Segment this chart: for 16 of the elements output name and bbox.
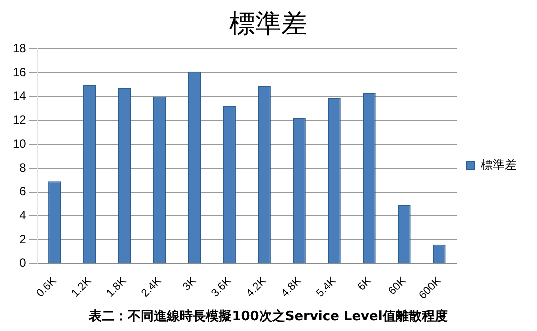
y-tick-label: 16 [12, 65, 27, 80]
y-tick-label: 14 [12, 89, 27, 104]
y-tick-label: 12 [12, 113, 27, 128]
x-tick-label: 3K [180, 274, 200, 294]
legend-label: 標準差 [481, 158, 517, 172]
y-tick-label: 8 [20, 160, 27, 175]
y-tick-label: 6 [20, 184, 27, 199]
x-tick-label: 60K [386, 274, 410, 298]
chart-title: 標準差 [230, 9, 308, 40]
x-tick-label: 6K [356, 274, 374, 294]
text: 表二：不同進線時長模擬100次之Service Level值離散程度 [88, 308, 448, 325]
y-tick-label: 10 [12, 136, 27, 151]
y-tick-label: 2 [20, 232, 27, 246]
y-tick-label: 4 [20, 208, 27, 222]
y-tick-label: 0 [20, 256, 27, 270]
y-tick-label: 18 [12, 42, 27, 56]
